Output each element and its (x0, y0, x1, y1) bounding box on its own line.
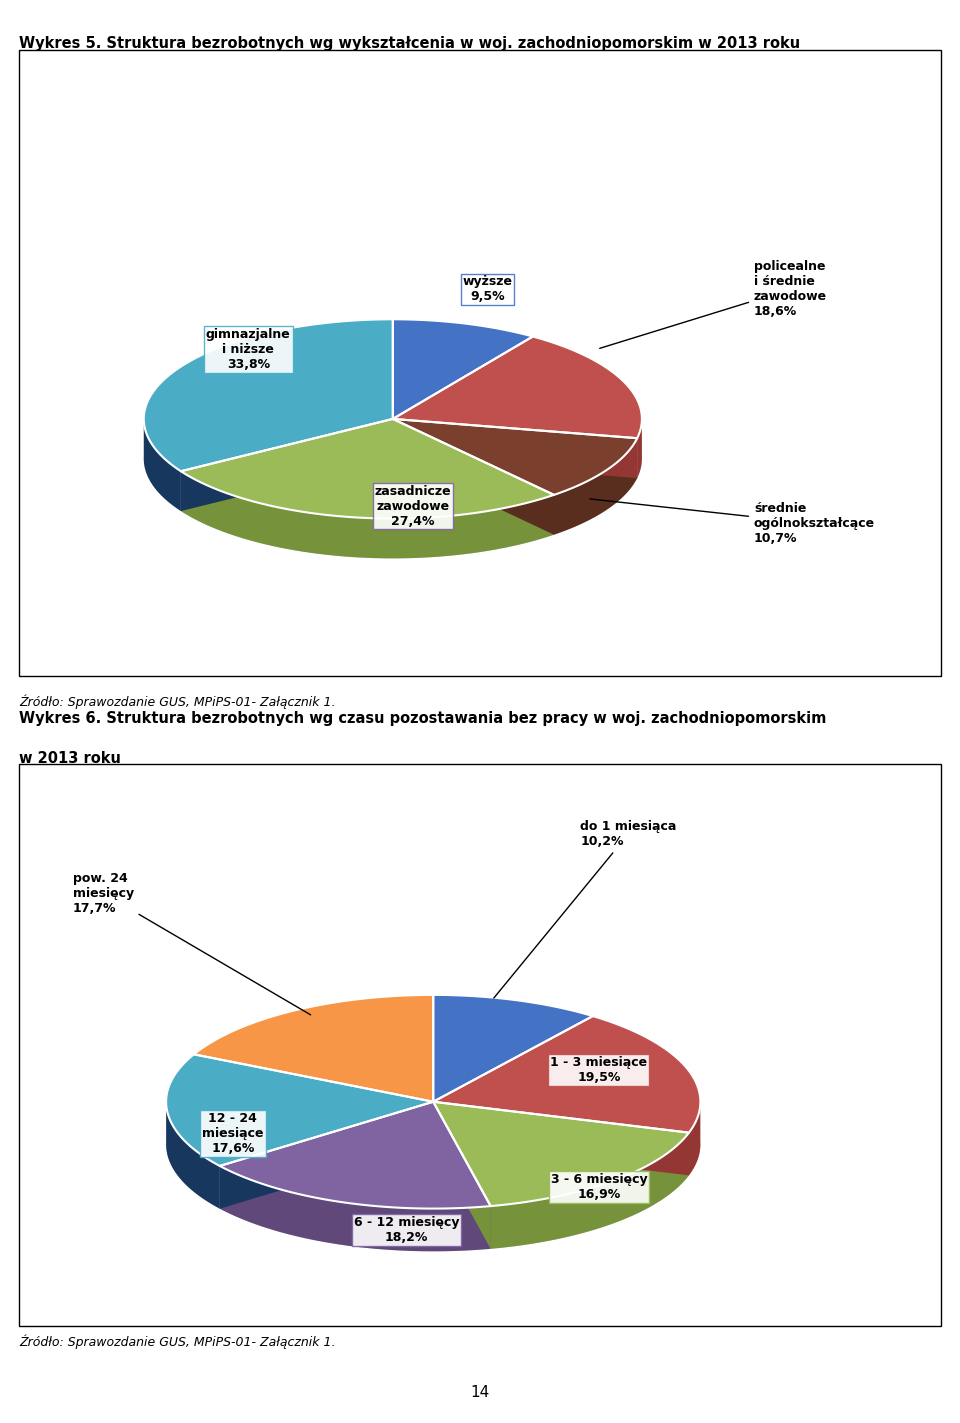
Polygon shape (393, 418, 637, 495)
Polygon shape (144, 359, 642, 558)
Polygon shape (166, 1100, 220, 1208)
Polygon shape (144, 319, 393, 471)
Text: zasadnicze
zawodowe
27,4%: zasadnicze zawodowe 27,4% (374, 485, 451, 528)
Text: Wykres 6. Struktura bezrobotnych wg czasu pozostawania bez pracy w woj. zachodni: Wykres 6. Struktura bezrobotnych wg czas… (19, 712, 827, 727)
Polygon shape (166, 1037, 701, 1251)
Polygon shape (194, 995, 433, 1101)
Polygon shape (393, 336, 642, 438)
Polygon shape (433, 1101, 491, 1249)
Polygon shape (180, 418, 554, 518)
Text: 14: 14 (470, 1386, 490, 1400)
Polygon shape (491, 1133, 689, 1249)
Polygon shape (220, 1101, 491, 1208)
Polygon shape (220, 1101, 433, 1208)
Polygon shape (433, 1016, 701, 1133)
Polygon shape (433, 1101, 491, 1249)
Text: 3 - 6 miesięcy
16,9%: 3 - 6 miesięcy 16,9% (551, 1173, 647, 1201)
Text: 1 - 3 miesiące
19,5%: 1 - 3 miesiące 19,5% (550, 1056, 647, 1084)
Text: Źródło: Sprawozdanie GUS, MPiPS-01- Załącznik 1.: Źródło: Sprawozdanie GUS, MPiPS-01- Załą… (19, 694, 336, 709)
Polygon shape (166, 1054, 433, 1165)
Polygon shape (689, 1100, 701, 1175)
Polygon shape (220, 1101, 433, 1208)
Text: średnie
ogólnokształcące
10,7%: średnie ogólnokształcące 10,7% (589, 499, 876, 545)
Polygon shape (433, 1101, 689, 1207)
Text: wyższe
9,5%: wyższe 9,5% (463, 276, 513, 303)
Text: 6 - 12 miesięcy
18,2%: 6 - 12 miesięcy 18,2% (354, 1217, 459, 1244)
Text: gimnazjalne
i niższe
33,8%: gimnazjalne i niższe 33,8% (206, 327, 291, 370)
Text: Źródło: Sprawozdanie GUS, MPiPS-01- Załącznik 1.: Źródło: Sprawozdanie GUS, MPiPS-01- Załą… (19, 1335, 336, 1349)
Polygon shape (393, 418, 554, 535)
Polygon shape (180, 418, 393, 511)
Text: w 2013 roku: w 2013 roku (19, 751, 121, 767)
Polygon shape (393, 319, 533, 418)
Text: do 1 miesiąca
10,2%: do 1 miesiąca 10,2% (493, 820, 677, 998)
Polygon shape (393, 418, 637, 478)
Polygon shape (554, 438, 637, 535)
Text: pow. 24
miesięcy
17,7%: pow. 24 miesięcy 17,7% (73, 872, 311, 1015)
Polygon shape (144, 420, 180, 511)
Polygon shape (433, 1101, 689, 1175)
Polygon shape (433, 995, 593, 1101)
Polygon shape (180, 471, 554, 558)
Text: policealne
i średnie
zawodowe
18,6%: policealne i średnie zawodowe 18,6% (600, 260, 828, 349)
Polygon shape (433, 1101, 689, 1175)
Polygon shape (220, 1165, 491, 1251)
Polygon shape (180, 418, 393, 511)
Text: 12 - 24
miesiące
17,6%: 12 - 24 miesiące 17,6% (203, 1113, 264, 1155)
Polygon shape (393, 418, 554, 535)
Polygon shape (637, 418, 642, 478)
Text: Wykres 5. Struktura bezrobotnych wg wykształcenia w woj. zachodniopomorskim w 20: Wykres 5. Struktura bezrobotnych wg wyks… (19, 36, 801, 51)
Polygon shape (393, 418, 637, 478)
